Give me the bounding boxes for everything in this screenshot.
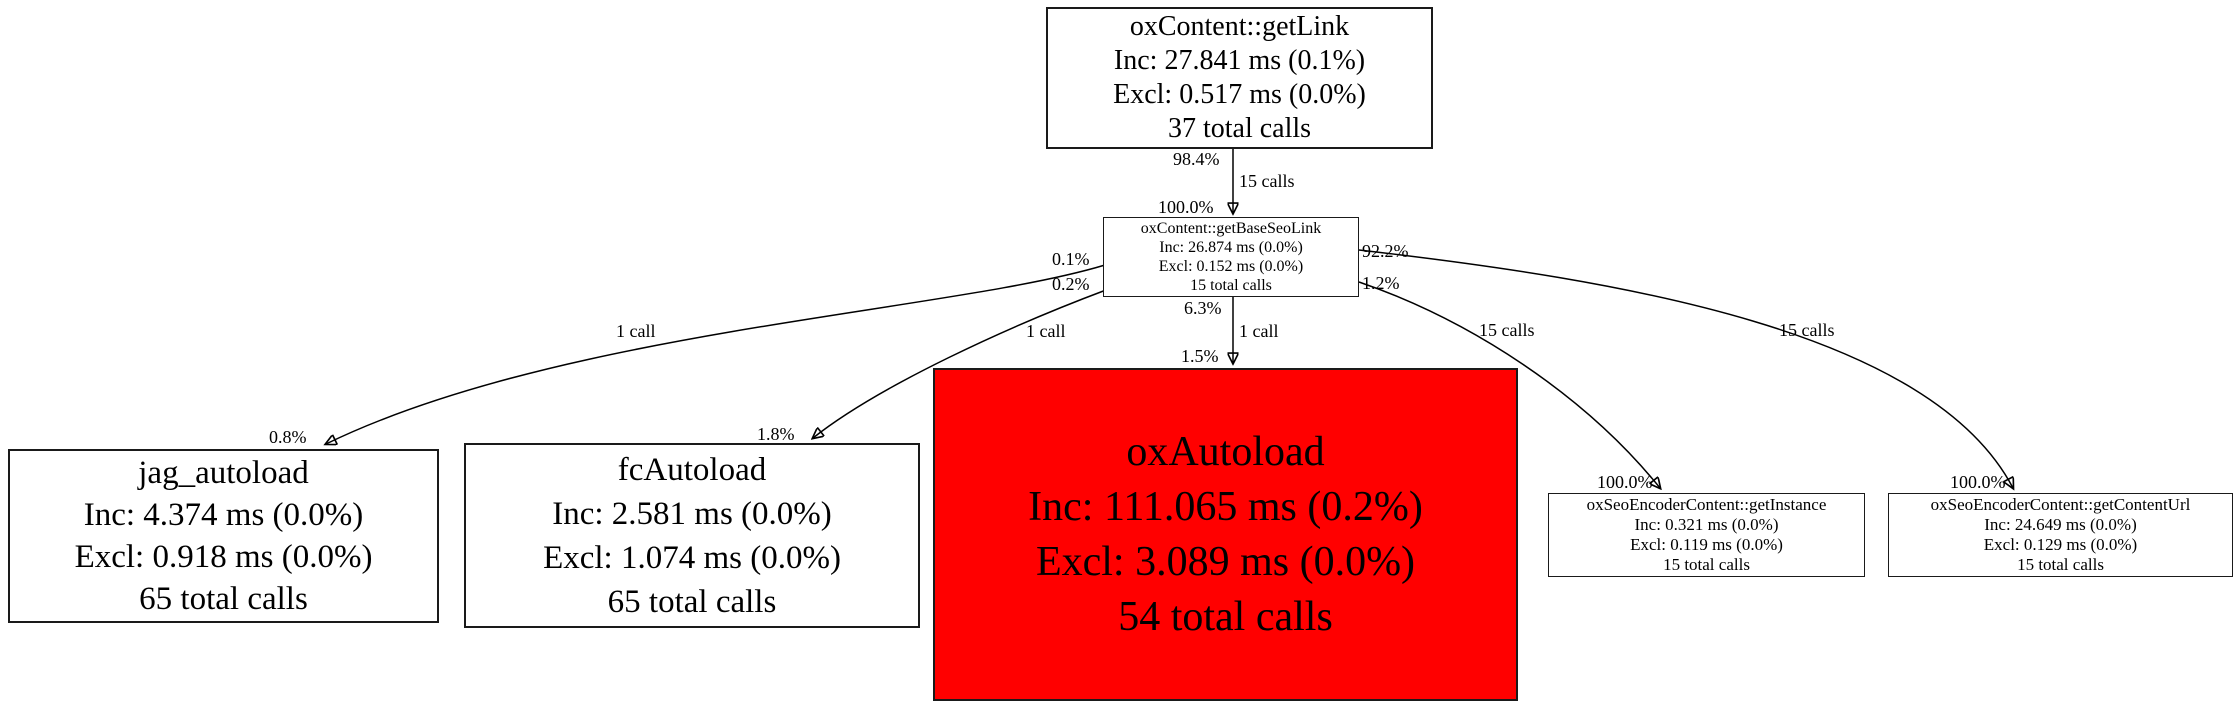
node-title: oxContent::getLink [1129, 11, 1350, 42]
node-total-calls: 15 total calls [2017, 555, 2104, 574]
edge-label-call-count: 1 call [1239, 321, 1279, 341]
node-title: jag_autoload [138, 455, 309, 491]
edge-label-call-count: 15 calls [1779, 320, 1835, 340]
edge-getbaseseolink-to-getinstance [1358, 281, 1660, 488]
node-inclusive-time: Inc: 26.874 ms (0.0%) [1159, 239, 1303, 256]
edge-label-head-percent: 100.0% [1950, 472, 2006, 492]
node-title: fcAutoload [617, 451, 767, 488]
node-jag-autoload: jag_autoload Inc: 4.374 ms (0.0%) Excl: … [8, 449, 439, 623]
node-inclusive-time: Inc: 111.065 ms (0.2%) [1028, 483, 1423, 530]
node-oxcontent-getlink: oxContent::getLink Inc: 27.841 ms (0.1%)… [1046, 7, 1433, 149]
node-oxautoload-highlighted: oxAutoload Inc: 111.065 ms (0.2%) Excl: … [933, 368, 1518, 701]
node-exclusive-time: Excl: 0.119 ms (0.0%) [1630, 535, 1783, 554]
edge-label-call-count: 15 calls [1239, 171, 1295, 191]
node-exclusive-time: Excl: 0.129 ms (0.0%) [1983, 535, 2138, 554]
node-total-calls: 15 total calls [1663, 555, 1750, 574]
edge-label-head-percent: 1.5% [1181, 346, 1219, 366]
edge-label-tail-percent: 92.2% [1362, 241, 1409, 261]
node-fcautoload: fcAutoload Inc: 2.581 ms (0.0%) Excl: 1.… [464, 443, 920, 628]
edge-label-tail-percent: 6.3% [1184, 298, 1222, 318]
edge-getbaseseolink-to-jag-autoload [326, 264, 1106, 444]
node-oxcontent-getbaseseolink: oxContent::getBaseSeoLink Inc: 26.874 ms… [1103, 217, 1359, 297]
node-inclusive-time: Inc: 27.841 ms (0.1%) [1113, 45, 1366, 76]
node-exclusive-time: Excl: 0.918 ms (0.0%) [74, 539, 373, 575]
edge-label-head-percent: 1.8% [757, 424, 795, 444]
node-title: oxSeoEncoderContent::getInstance [1586, 495, 1827, 514]
node-title: oxAutoload [1126, 428, 1325, 475]
edge-label-call-count: 15 calls [1479, 320, 1535, 340]
node-title: oxSeoEncoderContent::getContentUrl [1930, 495, 2191, 514]
edge-label-tail-percent: 1.2% [1362, 273, 1400, 293]
edge-label-tail-percent: 0.1% [1052, 249, 1090, 269]
node-total-calls: 65 total calls [139, 581, 308, 617]
node-inclusive-time: Inc: 4.374 ms (0.0%) [83, 497, 364, 533]
edge-label-tail-percent: 98.4% [1173, 149, 1220, 169]
edge-getbaseseolink-to-fcautoload [813, 289, 1107, 438]
node-exclusive-time: Excl: 3.089 ms (0.0%) [1035, 538, 1416, 585]
node-total-calls: 54 total calls [1118, 593, 1333, 640]
edge-label-head-percent: 100.0% [1158, 197, 1214, 217]
node-exclusive-time: Excl: 1.074 ms (0.0%) [543, 539, 841, 576]
edge-getbaseseolink-to-getcontenturl [1358, 249, 2013, 488]
node-inclusive-time: Inc: 0.321 ms (0.0%) [1634, 515, 1779, 534]
edge-label-call-count: 1 call [616, 321, 656, 341]
edge-label-tail-percent: 0.2% [1052, 274, 1090, 294]
node-exclusive-time: Excl: 0.152 ms (0.0%) [1158, 258, 1304, 275]
node-inclusive-time: Inc: 2.581 ms (0.0%) [552, 495, 832, 532]
node-total-calls: 37 total calls [1167, 113, 1312, 144]
edge-label-call-count: 1 call [1026, 321, 1066, 341]
node-exclusive-time: Excl: 0.517 ms (0.0%) [1113, 79, 1366, 110]
edge-label-head-percent: 100.0% [1597, 472, 1653, 492]
node-title: oxContent::getBaseSeoLink [1140, 220, 1322, 237]
edge-label-head-percent: 0.8% [269, 427, 307, 447]
node-total-calls: 65 total calls [607, 583, 777, 620]
node-total-calls: 15 total calls [1190, 277, 1272, 294]
node-oxseoencodercontent-getcontenturl: oxSeoEncoderContent::getContentUrl Inc: … [1888, 493, 2233, 577]
node-inclusive-time: Inc: 24.649 ms (0.0%) [1984, 515, 2137, 534]
node-oxseoencodercontent-getinstance: oxSeoEncoderContent::getInstance Inc: 0.… [1548, 493, 1865, 577]
